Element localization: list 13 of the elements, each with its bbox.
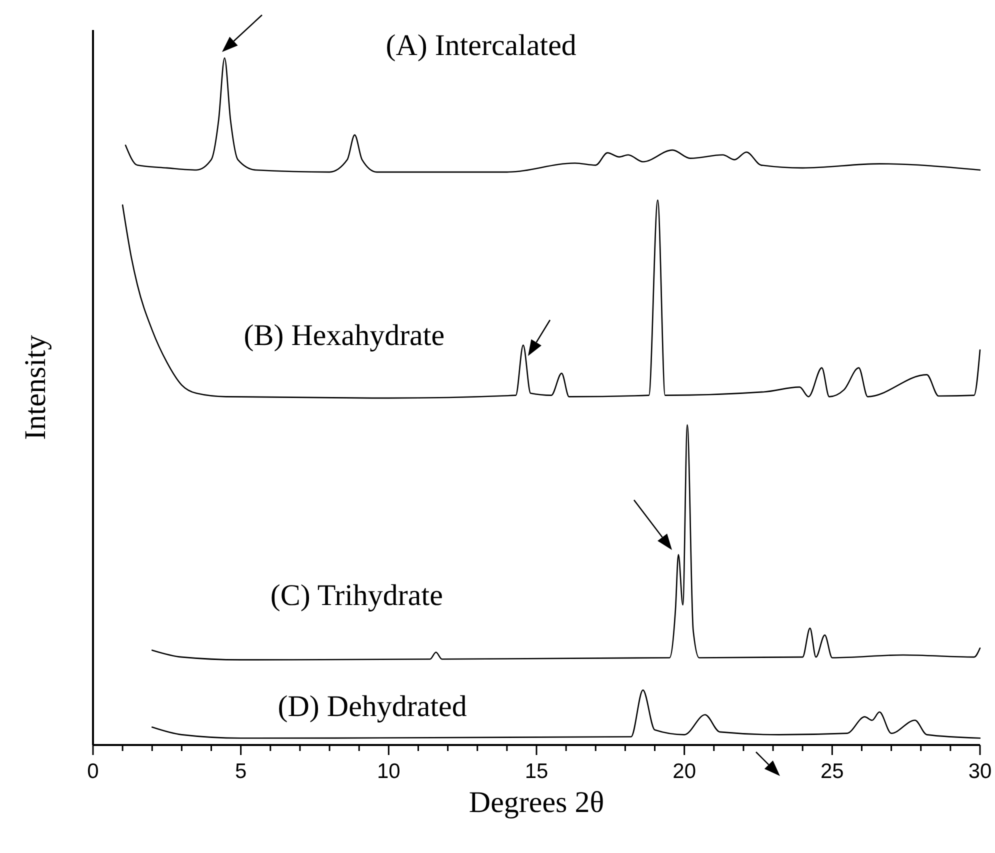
x-tick-label: 0 — [87, 760, 99, 783]
x-tick-label: 5 — [234, 760, 247, 783]
series-label: (B) Hexahydrate — [244, 319, 445, 352]
x-tick-label: 25 — [820, 760, 844, 783]
x-axis-title: Degrees 2θ — [468, 786, 604, 819]
text: (A) Intercalated — [386, 29, 576, 62]
x-tick-label: 15 — [524, 760, 548, 783]
y-axis-title: Intensity — [19, 335, 52, 440]
x-tick-label: 30 — [968, 760, 992, 783]
series-label: (C) Trihydrate — [270, 579, 443, 612]
x-tick-label: 20 — [672, 760, 696, 783]
series-label: (D) Dehydrated — [278, 690, 467, 723]
x-tick-label: 10 — [376, 760, 400, 783]
